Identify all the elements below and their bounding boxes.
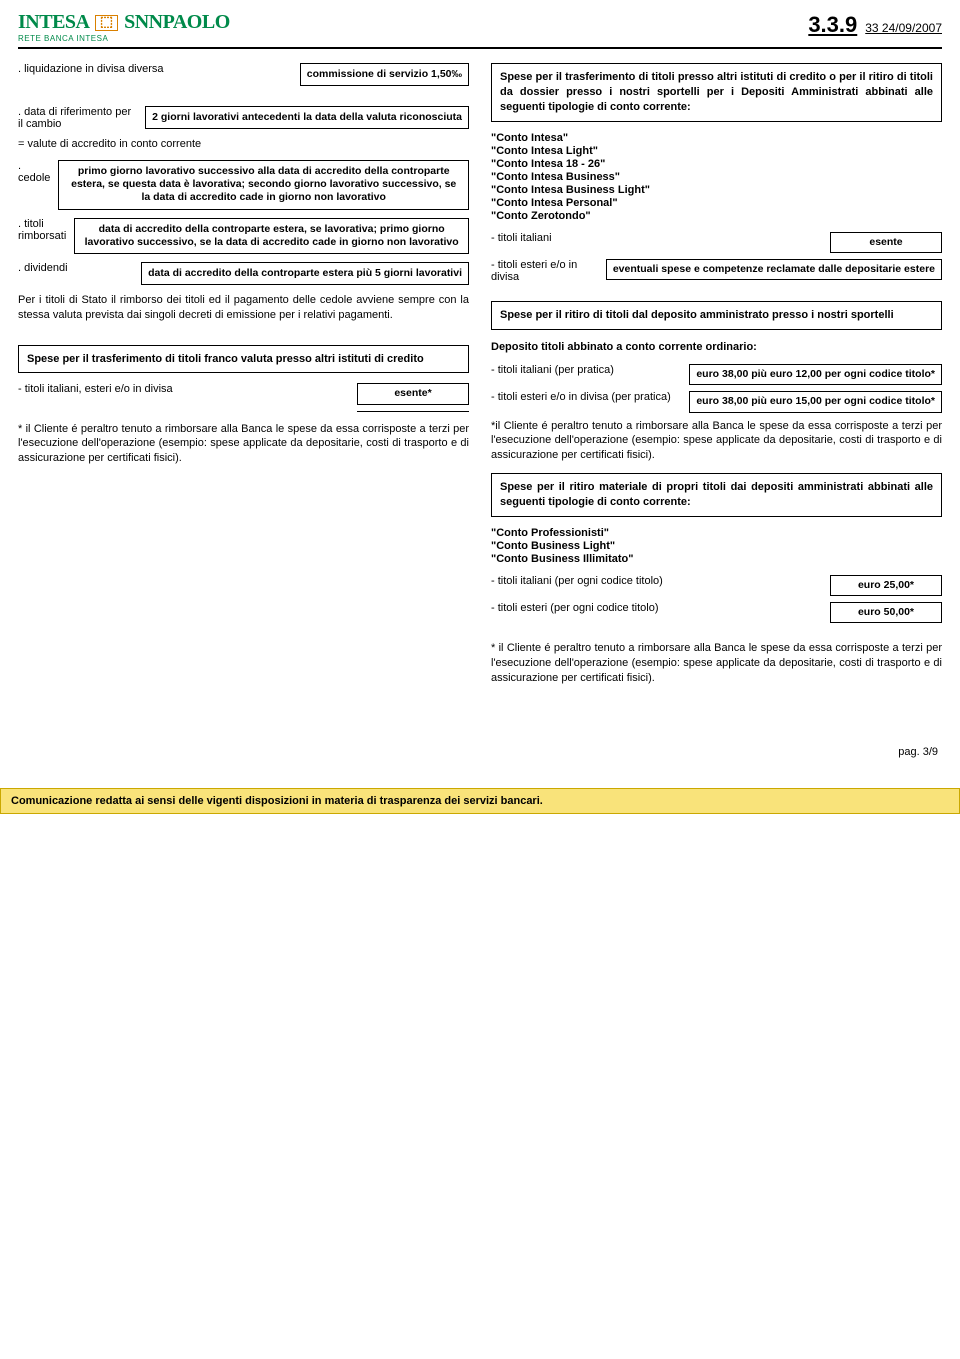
spese-ritiro-box: Spese per il ritiro di titoli dal deposi…	[491, 301, 942, 330]
conti-list-1: "Conto Intesa" "Conto Intesa Light" "Con…	[491, 132, 942, 222]
list-item: "Conto Intesa Business Light"	[491, 184, 942, 196]
liquidazione-value: commissione di servizio 1,50‰	[300, 63, 469, 86]
titoli-italiani-value: esente	[830, 232, 942, 253]
left-column: . liquidazione in divisa diversa commiss…	[18, 63, 469, 696]
dividendi-value: data di accredito della controparte este…	[141, 262, 469, 285]
titoli-it-pratica-label: - titoli italiani (per pratica)	[491, 364, 681, 376]
titoli-it-pratica-value: euro 38,00 più euro 12,00 per ogni codic…	[689, 364, 942, 385]
data-riferimento-value: 2 giorni lavorativi antecedenti la data …	[145, 106, 469, 129]
header-meta: 3.3.9 33 24/09/2007	[808, 12, 942, 38]
spese-ritiro-materiale-box: Spese per il ritiro materiale di propri …	[491, 473, 942, 517]
list-item: "Conto Intesa Business"	[491, 171, 942, 183]
logo-emblem-icon: ⬚	[95, 15, 118, 31]
stato-note: Per i titoli di Stato il rimborso dei ti…	[18, 293, 469, 323]
list-item: "Conto Professionisti"	[491, 527, 942, 539]
document-date: 33 24/09/2007	[865, 21, 942, 35]
liquidazione-label: . liquidazione in divisa diversa	[18, 63, 292, 75]
logo-subtitle: RETE BANCA INTESA	[18, 34, 230, 43]
list-item: "Conto Intesa Light"	[491, 145, 942, 157]
data-riferimento-label: . data di riferimento per il cambio	[18, 106, 137, 130]
spese-trasferimento-intro-box: Spese per il trasferimento di titoli pre…	[491, 63, 942, 122]
conti-list-2: "Conto Professionisti" "Conto Business L…	[491, 527, 942, 565]
cliente-note-right-1: *il Cliente é peraltro tenuto a rimborsa…	[491, 419, 942, 464]
titoli-est-codice-label: - titoli esteri (per ogni codice titolo)	[491, 602, 822, 614]
footer-bar: Comunicazione redatta ai sensi delle vig…	[0, 788, 960, 814]
titoli-esteri-label: - titoli esteri e/o in divisa	[491, 259, 598, 283]
titoli-rimborsati-label: . titoli rimborsati	[18, 218, 66, 242]
titoli-it-est-value: esente*	[357, 383, 469, 404]
dividendi-label: . dividendi	[18, 262, 133, 274]
cliente-note-right-2: * il Cliente é peraltro tenuto a rimbors…	[491, 641, 942, 686]
list-item: "Conto Intesa Personal"	[491, 197, 942, 209]
logo: INTESA ⬚ SNNPAOLO RETE BANCA INTESA	[18, 12, 230, 43]
logo-text-left: INTESA	[18, 11, 88, 33]
cliente-note-left: * il Cliente é peraltro tenuto a rimbors…	[18, 422, 469, 467]
titoli-it-est-label: - titoli italiani, esteri e/o in divisa	[18, 383, 349, 395]
deposito-ordinario-label: Deposito titoli abbinato a conto corrent…	[491, 340, 942, 355]
titoli-est-codice-value: euro 50,00*	[830, 602, 942, 623]
titoli-esteri-value: eventuali spese e competenze reclamate d…	[606, 259, 942, 280]
list-item: "Conto Business Illimitato"	[491, 553, 942, 565]
document-number: 3.3.9	[808, 12, 857, 38]
spese-trasferimento-box: Spese per il trasferimento di titoli fra…	[18, 345, 469, 374]
list-item: "Conto Intesa"	[491, 132, 942, 144]
cedole-value: primo giorno lavorativo successivo alla …	[58, 160, 469, 209]
titoli-est-pratica-label: - titoli esteri e/o in divisa (per prati…	[491, 391, 681, 403]
titoli-it-codice-value: euro 25,00*	[830, 575, 942, 596]
titoli-rimborsati-value: data di accredito della controparte este…	[74, 218, 469, 254]
titoli-italiani-label: - titoli italiani	[491, 232, 822, 244]
right-column: Spese per il trasferimento di titoli pre…	[491, 63, 942, 696]
divider-line	[357, 411, 469, 412]
cedole-label: . cedole	[18, 160, 50, 184]
titoli-est-pratica-value: euro 38,00 più euro 15,00 per ogni codic…	[689, 391, 942, 412]
list-item: "Conto Business Light"	[491, 540, 942, 552]
page-number: pag. 3/9	[18, 746, 938, 758]
list-item: "Conto Zerotondo"	[491, 210, 942, 222]
valute-accredito-label: = valute di accredito in conto corrente	[18, 138, 469, 150]
page-header: INTESA ⬚ SNNPAOLO RETE BANCA INTESA 3.3.…	[18, 12, 942, 49]
titoli-it-codice-label: - titoli italiani (per ogni codice titol…	[491, 575, 822, 587]
list-item: "Conto Intesa 18 - 26"	[491, 158, 942, 170]
logo-text-right: SNNPAOLO	[124, 11, 230, 33]
